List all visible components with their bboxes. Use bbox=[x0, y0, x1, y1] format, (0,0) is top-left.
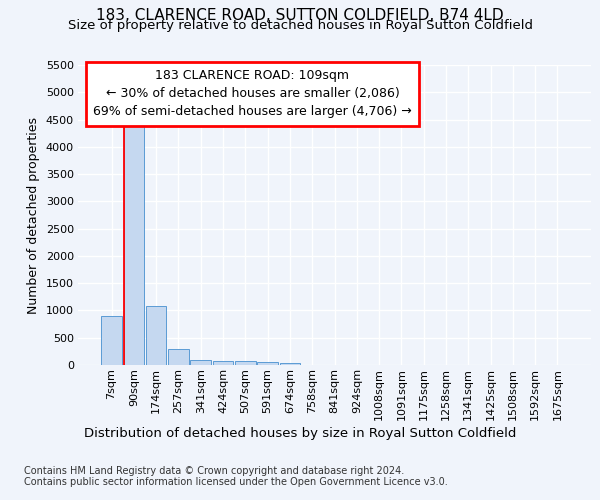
Bar bbox=[235, 361, 256, 365]
Text: Contains HM Land Registry data © Crown copyright and database right 2024.: Contains HM Land Registry data © Crown c… bbox=[24, 466, 404, 476]
Bar bbox=[101, 316, 122, 365]
Text: Distribution of detached houses by size in Royal Sutton Coldfield: Distribution of detached houses by size … bbox=[84, 428, 516, 440]
Text: Contains public sector information licensed under the Open Government Licence v3: Contains public sector information licen… bbox=[24, 477, 448, 487]
Bar bbox=[146, 306, 166, 365]
Text: 183, CLARENCE ROAD, SUTTON COLDFIELD, B74 4LD: 183, CLARENCE ROAD, SUTTON COLDFIELD, B7… bbox=[96, 8, 504, 22]
Bar bbox=[280, 363, 300, 365]
Y-axis label: Number of detached properties: Number of detached properties bbox=[27, 116, 40, 314]
Bar bbox=[124, 114, 144, 365]
Text: 183 CLARENCE ROAD: 109sqm
← 30% of detached houses are smaller (2,086)
69% of se: 183 CLARENCE ROAD: 109sqm ← 30% of detac… bbox=[93, 70, 412, 118]
Bar bbox=[190, 360, 211, 365]
Bar bbox=[257, 362, 278, 365]
Text: Size of property relative to detached houses in Royal Sutton Coldfield: Size of property relative to detached ho… bbox=[67, 18, 533, 32]
Bar bbox=[213, 360, 233, 365]
Bar bbox=[168, 348, 189, 365]
